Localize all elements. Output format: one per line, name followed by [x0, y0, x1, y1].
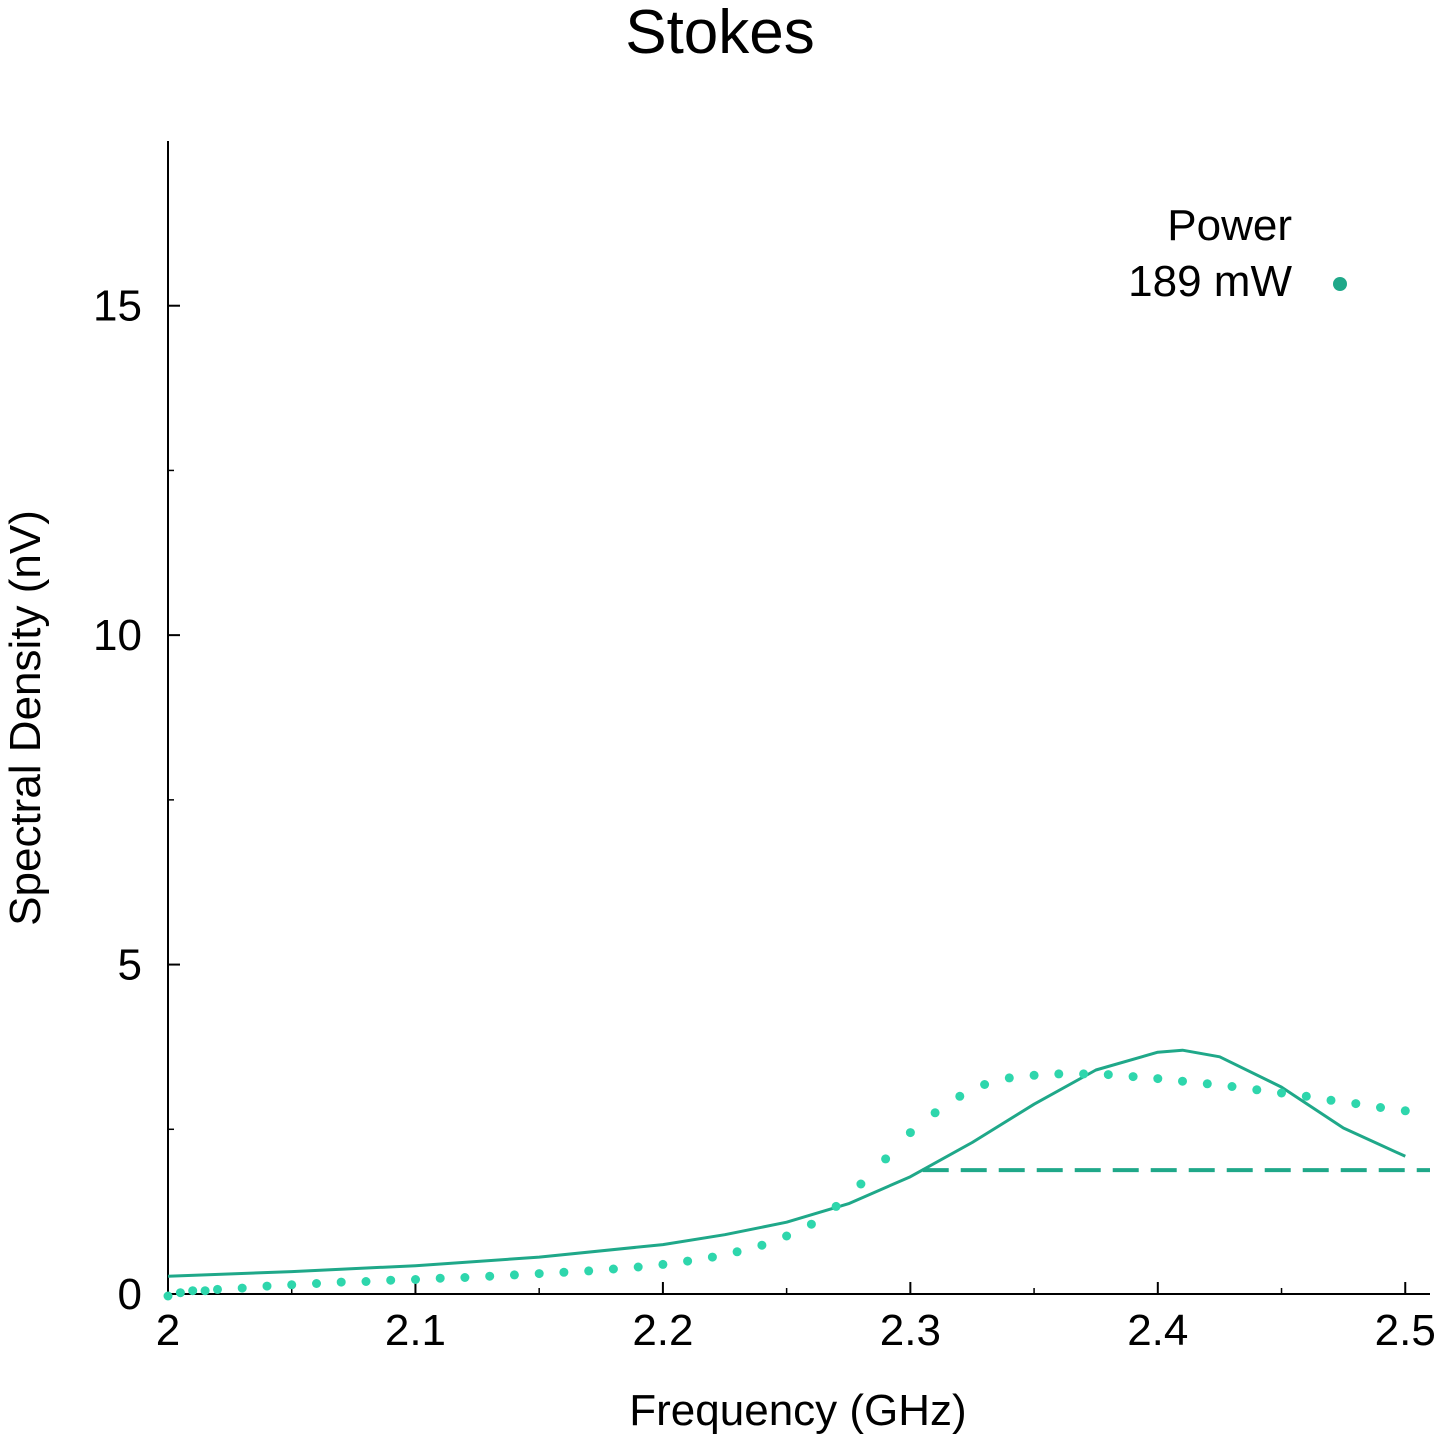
- data-point: [485, 1271, 495, 1281]
- data-point: [930, 1108, 940, 1118]
- data-point: [1252, 1085, 1262, 1095]
- data-point: [237, 1283, 247, 1293]
- y-tick-label: 5: [118, 941, 142, 990]
- data-point: [881, 1154, 891, 1164]
- fit-line: [167, 1048, 1406, 1278]
- data-point: [1128, 1072, 1138, 1082]
- legend-entry-label: 189 mW: [1128, 257, 1292, 306]
- data-point: [732, 1247, 742, 1257]
- data-point: [1227, 1082, 1237, 1091]
- data-point: [534, 1269, 544, 1279]
- data-point: [262, 1281, 272, 1291]
- data-point: [1029, 1070, 1039, 1080]
- data-point: [683, 1256, 693, 1266]
- legend: Power 189 mW: [1128, 201, 1347, 306]
- data-point: [163, 1291, 173, 1301]
- data-point: [980, 1080, 990, 1089]
- x-tick-label: 2.2: [632, 1306, 693, 1355]
- data-point: [336, 1277, 346, 1287]
- data-point: [1079, 1069, 1089, 1079]
- data-point: [608, 1264, 618, 1274]
- data-point: [559, 1267, 569, 1277]
- data-point: [361, 1277, 371, 1286]
- data-point: [584, 1266, 594, 1276]
- data-point: [856, 1179, 866, 1189]
- data-point: [1103, 1070, 1113, 1080]
- data-point: [707, 1252, 717, 1262]
- data-point: [1351, 1099, 1361, 1109]
- data-point: [1277, 1088, 1286, 1098]
- y-ticks: 0 5 10 15: [93, 282, 180, 1319]
- x-ticks: 2 2.1 2.2 2.3 2.4 2.5: [156, 1282, 1436, 1355]
- data-point: [213, 1284, 222, 1294]
- y-tick-label: 0: [118, 1270, 142, 1319]
- data-point: [782, 1231, 792, 1241]
- data-point: [411, 1275, 420, 1284]
- plot-frame: [167, 141, 1430, 1295]
- data-point: [633, 1262, 643, 1272]
- data-point: [1153, 1074, 1163, 1084]
- legend-title: Power: [1167, 201, 1292, 250]
- y-tick-label: 15: [93, 282, 142, 331]
- data-point: [1301, 1091, 1311, 1101]
- data-point: [386, 1275, 396, 1285]
- data-point: [1376, 1103, 1385, 1112]
- x-tick-label: 2: [156, 1306, 180, 1355]
- data-point: [188, 1286, 198, 1296]
- legend-marker: [1333, 277, 1347, 291]
- data-point: [287, 1280, 297, 1290]
- data-point: [435, 1273, 445, 1283]
- data-point: [1400, 1106, 1410, 1116]
- data-point: [658, 1259, 668, 1269]
- data-point: [757, 1240, 767, 1250]
- data-point: [460, 1273, 470, 1282]
- data-point: [831, 1201, 841, 1211]
- data-point: [1326, 1095, 1336, 1105]
- data-point: [509, 1270, 519, 1280]
- x-tick-label: 2.1: [385, 1306, 446, 1355]
- data-point: [1178, 1076, 1187, 1086]
- x-tick-label: 2.5: [1375, 1306, 1436, 1355]
- y-axis-label: Spectral Density (nV): [1, 510, 50, 926]
- x-tick-label: 2.4: [1127, 1306, 1188, 1355]
- data-point: [1054, 1069, 1064, 1079]
- series-layer: [163, 1048, 1430, 1301]
- data-point: [200, 1286, 210, 1296]
- data-point: [312, 1279, 321, 1288]
- chart-title: Stokes: [625, 0, 815, 67]
- data-point: [1202, 1079, 1212, 1089]
- data-point: [806, 1219, 816, 1229]
- data-point: [905, 1128, 915, 1138]
- x-axis-label: Frequency (GHz): [629, 1386, 966, 1435]
- x-tick-label: 2.3: [880, 1306, 941, 1355]
- y-tick-label: 10: [93, 611, 142, 660]
- data-point: [1004, 1073, 1014, 1083]
- data-point: [955, 1091, 965, 1101]
- data-point: [175, 1288, 185, 1298]
